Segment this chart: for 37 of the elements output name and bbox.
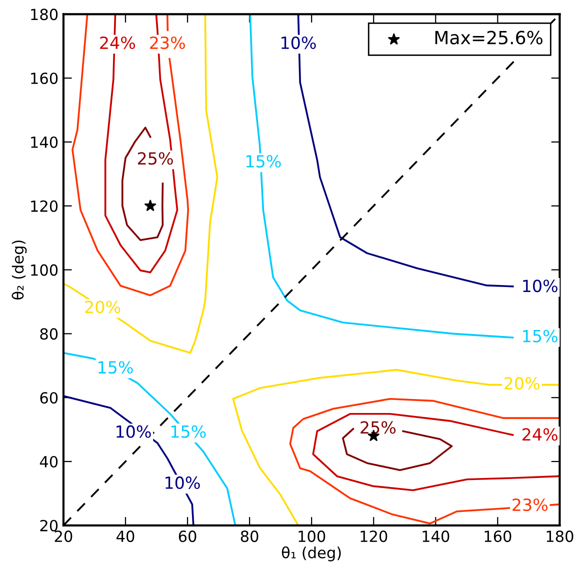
- annotation: 24%: [100, 36, 136, 50]
- y-tick-label: 80: [40, 328, 58, 340]
- annotation: 25%: [138, 152, 173, 165]
- annotation: 10%: [282, 36, 316, 50]
- y-tick-label: 20: [40, 520, 58, 532]
- annotation: 10%: [116, 425, 151, 438]
- y-tick-label: 160: [31, 72, 58, 84]
- annotation: 15%: [98, 361, 133, 374]
- annotation: 23%: [512, 498, 548, 512]
- y-tick-label: 100: [31, 264, 58, 276]
- annotation: 10%: [523, 280, 558, 292]
- annotation: 25%: [360, 421, 396, 434]
- y-tick-label: 180: [31, 8, 58, 20]
- annotation: 10%: [166, 476, 200, 490]
- annotation: 15%: [246, 154, 281, 168]
- y-tick-label: 140: [31, 136, 58, 148]
- x-tick-label: 140: [422, 530, 450, 542]
- annotation: 15%: [523, 330, 558, 342]
- y-tick-label: 40: [40, 456, 58, 468]
- annotation: 20%: [85, 300, 120, 314]
- x-tick-label: 100: [298, 530, 326, 542]
- x-tick-label: 180: [546, 530, 574, 542]
- annotation: 15%: [171, 425, 206, 438]
- x-tick-label: 60: [178, 530, 196, 542]
- annotation: 24%: [522, 428, 558, 441]
- x-axis-title: θ₁ (deg): [282, 546, 341, 562]
- y-tick-label: 120: [31, 200, 58, 212]
- x-tick-label: 160: [484, 530, 512, 542]
- x-tick-label: 120: [360, 530, 388, 542]
- annotation: 20%: [504, 377, 540, 390]
- x-tick-label: 40: [116, 530, 134, 542]
- y-tick-label: 60: [40, 392, 58, 404]
- y-axis-title: θ₂ (deg): [12, 240, 27, 300]
- legend-label: Max=25.6%: [435, 30, 542, 44]
- x-tick-label: 80: [240, 530, 258, 542]
- annotation: 23%: [150, 36, 185, 50]
- x-tick-label: 20: [54, 530, 72, 542]
